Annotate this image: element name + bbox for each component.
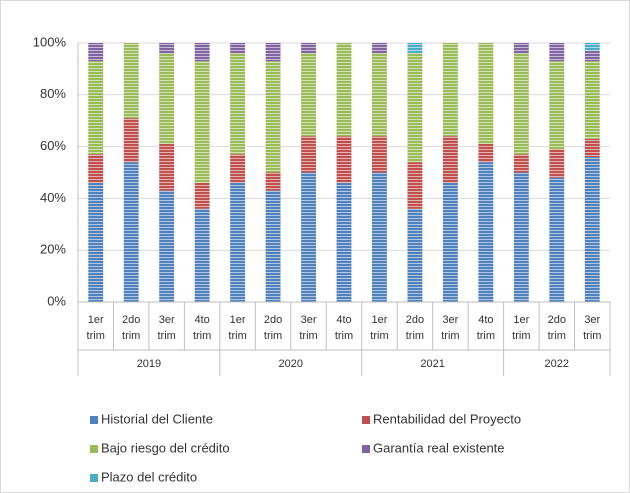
bar-segment xyxy=(336,43,352,137)
legend-swatch xyxy=(90,474,98,482)
bar-segment xyxy=(584,43,600,51)
bar-segment xyxy=(159,144,175,191)
bar-segment xyxy=(549,43,565,62)
bar-segment xyxy=(194,208,210,302)
bar-segment xyxy=(442,136,458,183)
bar-segment xyxy=(194,61,210,183)
bar-segment xyxy=(88,61,104,155)
bar-segment xyxy=(407,53,423,163)
bar-segment xyxy=(549,149,565,178)
bar-segment xyxy=(265,61,281,173)
group-label: 2021 xyxy=(420,358,444,370)
bar-segment xyxy=(372,172,387,302)
bar-segment xyxy=(159,43,175,54)
bar-segment xyxy=(123,162,139,302)
bar-segment xyxy=(442,182,458,302)
x-tick-label: 2do trim xyxy=(547,314,566,342)
x-tick-label: 1er trim xyxy=(228,314,247,342)
bar-segment xyxy=(372,136,387,173)
bar-segment xyxy=(301,53,316,137)
legend-swatch xyxy=(362,445,370,453)
bar-segment xyxy=(442,43,458,137)
bar-segment xyxy=(513,172,529,302)
y-tick-label: 20% xyxy=(40,242,66,257)
bar-segment xyxy=(336,136,352,183)
group-label: 2020 xyxy=(279,358,303,370)
bar-segment xyxy=(123,43,139,119)
y-tick-label: 0% xyxy=(47,293,66,308)
x-tick-label: 2do trim xyxy=(122,314,141,342)
x-tick-label: 1er trim xyxy=(370,314,389,342)
bar-segment xyxy=(88,43,104,62)
bar-segment xyxy=(230,154,246,183)
bar-segment xyxy=(265,190,281,302)
bar-segment xyxy=(478,43,494,145)
x-tick-label: 4to trim xyxy=(192,314,212,342)
bar-segment xyxy=(372,53,387,137)
y-tick-label: 40% xyxy=(40,190,66,205)
bar-segment xyxy=(584,50,600,62)
bar-segment xyxy=(513,53,529,155)
bar-segment xyxy=(88,182,104,302)
bar-segment xyxy=(159,190,175,302)
bar-segment xyxy=(372,43,387,54)
x-tick-label: 4to trim xyxy=(334,314,354,342)
bar-segment xyxy=(265,43,281,62)
legend-swatch xyxy=(90,445,98,453)
x-tick-label: 3er trim xyxy=(299,314,318,342)
bar-segment xyxy=(407,162,423,209)
bar-segment xyxy=(513,43,529,54)
legend-label: Plazo del crédito xyxy=(101,469,197,484)
bar-segment xyxy=(407,208,423,302)
x-tick-label: 3er trim xyxy=(157,314,176,342)
y-tick-label: 60% xyxy=(40,138,66,153)
bar-segment xyxy=(301,136,316,173)
x-tick-label: 2do trim xyxy=(405,314,425,342)
bar-segment xyxy=(230,182,246,302)
bar-segment xyxy=(336,182,352,302)
bar-segment xyxy=(513,154,529,173)
x-tick-label: 3er trim xyxy=(441,314,460,342)
legend-label: Garantía real existente xyxy=(373,440,505,455)
legend-swatch xyxy=(90,416,98,424)
legend-label: Bajo riesgo del crédito xyxy=(101,440,230,455)
x-tick-label: 2do trim xyxy=(263,314,283,342)
bar-segment xyxy=(301,172,316,302)
x-tick-label: 4to trim xyxy=(476,314,496,342)
bar-segment xyxy=(407,43,423,54)
bar-segment xyxy=(584,138,600,157)
x-tick-label: 1er trim xyxy=(86,314,105,342)
bar-segment xyxy=(478,162,494,302)
bar-segment xyxy=(194,43,210,62)
bar-segment xyxy=(265,172,281,191)
bar-segment xyxy=(230,53,246,155)
legend-label: Historial del Cliente xyxy=(101,411,213,426)
bar-segment xyxy=(301,43,316,54)
group-label: 2022 xyxy=(545,358,569,370)
bar-segment xyxy=(194,182,210,209)
bar-segment xyxy=(584,61,600,139)
bar-segment xyxy=(230,43,246,54)
bar-segment xyxy=(549,177,565,302)
bar-segment xyxy=(478,144,494,163)
group-label: 2019 xyxy=(137,358,161,370)
bar-segment xyxy=(88,154,104,183)
legend-swatch xyxy=(362,416,370,424)
y-tick-label: 80% xyxy=(40,86,66,101)
y-tick-label: 100% xyxy=(33,34,67,49)
bar-segment xyxy=(584,156,600,302)
bar-segment xyxy=(549,61,565,150)
x-tick-label: 3er trim xyxy=(583,314,602,342)
x-tick-label: 1er trim xyxy=(512,314,531,342)
bar-segment xyxy=(159,53,175,145)
bar-segment xyxy=(123,118,139,163)
legend-label: Rentabilidad del Proyecto xyxy=(373,411,521,426)
